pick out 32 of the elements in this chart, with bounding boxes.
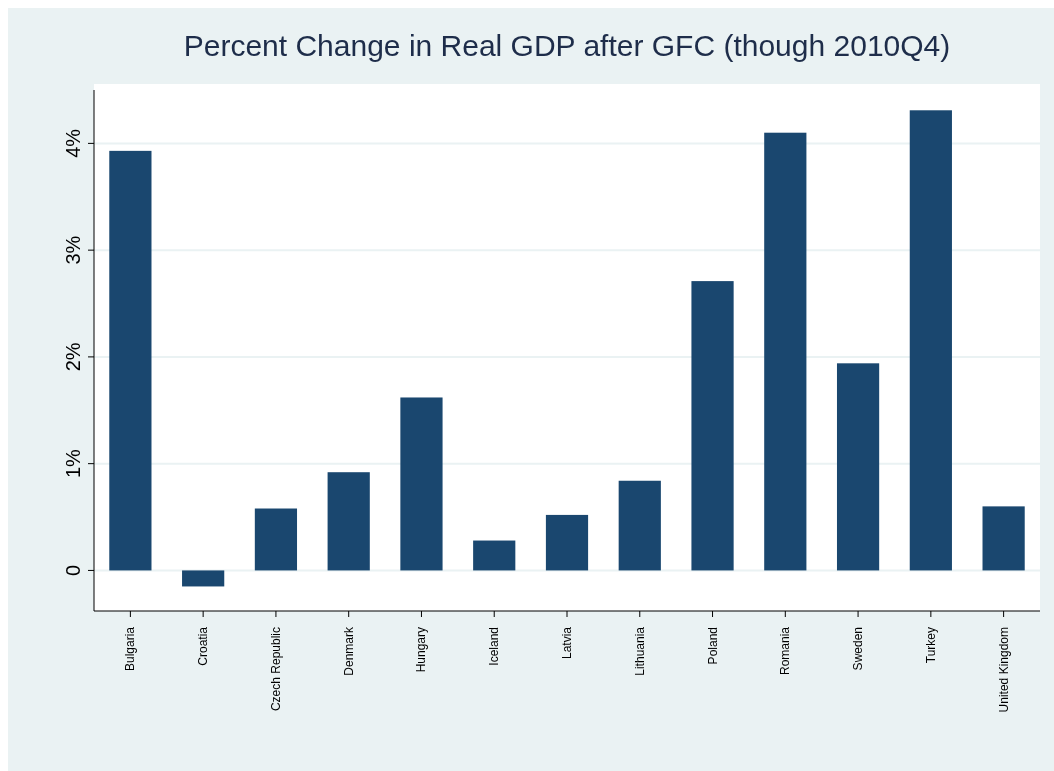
y-tick-label: 1% (62, 449, 84, 479)
x-tick-label: Denmark (341, 626, 356, 676)
x-tick-label: Lithuania (632, 626, 647, 676)
bar (182, 570, 225, 587)
bar (109, 150, 152, 571)
x-tick-label: Sweden (851, 627, 866, 671)
x-tick-label: Bulgaria (123, 626, 138, 672)
bar (327, 472, 370, 571)
x-tick-label: Turkey (923, 627, 938, 664)
bar (982, 506, 1025, 571)
chart-title: Percent Change in Real GDP after GFC (though 2010Q4) (183, 29, 951, 62)
x-tick-label: Romania (778, 626, 793, 676)
x-tick-label: Hungary (414, 627, 429, 673)
bar (764, 132, 807, 571)
x-tick-label: Czech Republic (268, 627, 283, 712)
bar (618, 480, 661, 571)
y-tick-label: 4% (62, 128, 84, 158)
bar (473, 540, 516, 571)
bar (836, 363, 880, 571)
bar (400, 397, 443, 571)
y-tick-label: 0 (62, 564, 84, 576)
x-tick-label: Croatia (196, 626, 211, 666)
y-tick-label: 3% (62, 235, 84, 265)
x-tick-label: United Kingdom (996, 627, 1011, 713)
bar (909, 110, 952, 571)
bar (254, 508, 298, 571)
y-tick-label: 2% (62, 342, 84, 372)
x-tick-label: Iceland (487, 627, 502, 666)
x-tick-label: Latvia (560, 626, 574, 660)
bar (691, 281, 734, 571)
x-tick-label: Poland (705, 627, 720, 665)
bar (545, 514, 589, 571)
